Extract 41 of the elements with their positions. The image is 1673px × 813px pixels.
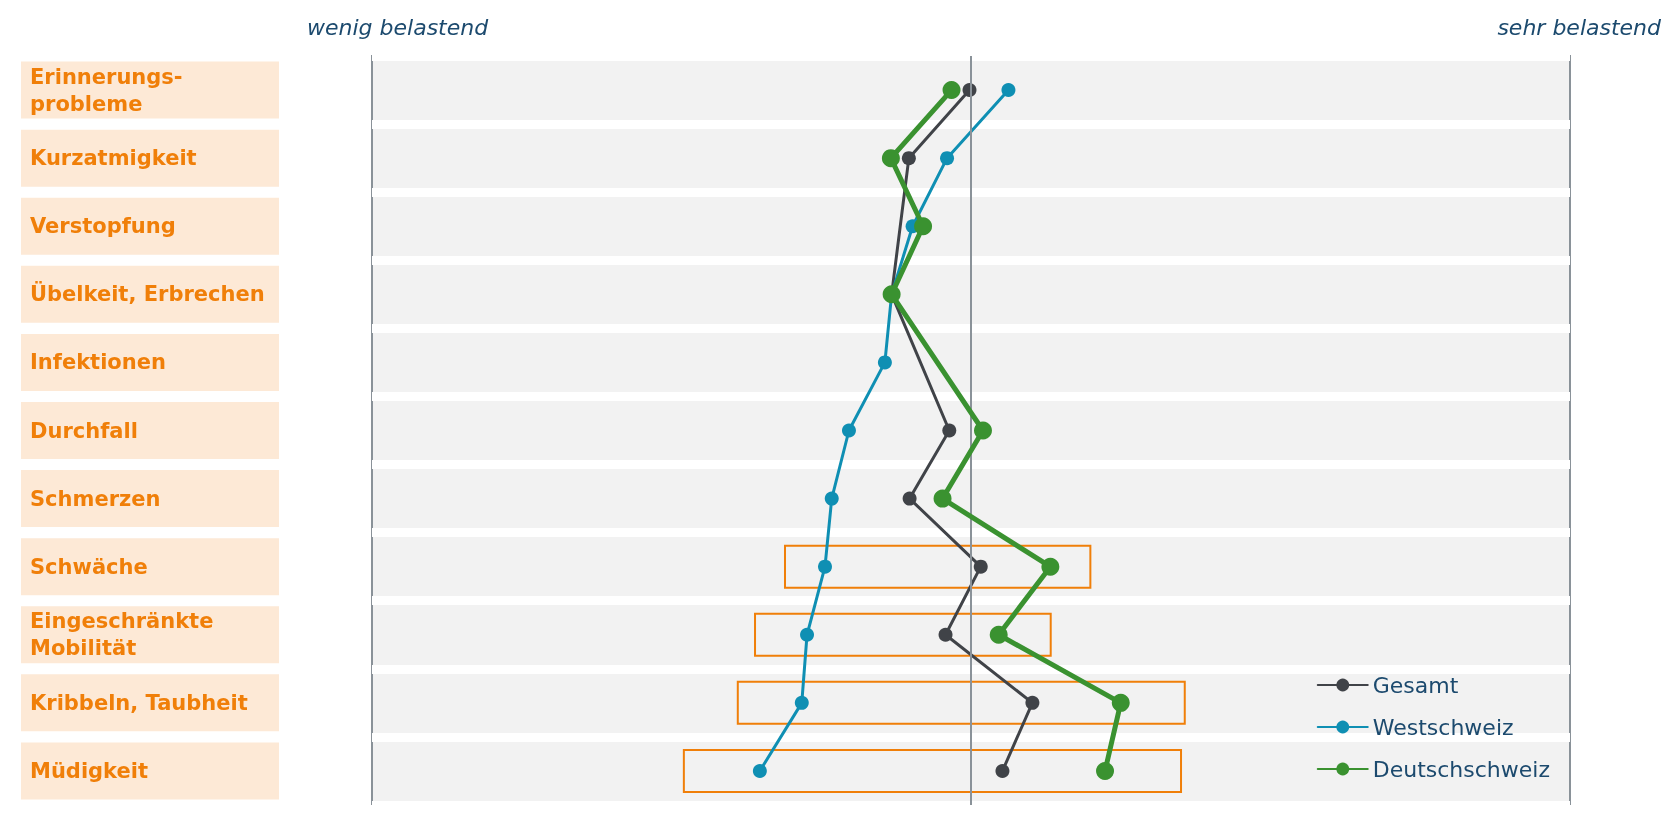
- y-tick-label: Müdigkeit: [30, 758, 148, 783]
- point: [902, 491, 917, 506]
- point: [1096, 761, 1115, 780]
- y-tick-label: Eingeschränkte Mobilität: [30, 609, 221, 661]
- point: [752, 763, 767, 778]
- point: [901, 151, 916, 166]
- point: [1025, 695, 1040, 710]
- point: [1001, 83, 1016, 98]
- point: [877, 355, 892, 370]
- point: [974, 421, 992, 440]
- y-tick-label: Durchfall: [30, 418, 138, 443]
- point: [995, 763, 1010, 778]
- point: [989, 625, 1008, 644]
- point: [973, 559, 988, 574]
- point: [818, 559, 832, 574]
- point: [938, 627, 953, 642]
- point: [881, 149, 900, 168]
- legend-label: Gesamt: [1372, 672, 1459, 698]
- point: [800, 627, 815, 642]
- text: sehr belastend: [1497, 14, 1663, 40]
- point: [914, 217, 933, 236]
- point: [1041, 557, 1060, 576]
- y-tick-label: Kribbeln, Taubheit: [30, 690, 248, 715]
- point: [1111, 693, 1130, 712]
- point: [942, 423, 957, 438]
- point: [824, 491, 839, 506]
- point: [942, 81, 961, 100]
- point: [933, 489, 952, 508]
- y-tick-label: Infektionen: [30, 350, 166, 375]
- y-tick-label: Kurzatmigkeit: [30, 146, 197, 171]
- y-tick-label: Übelkeit, Erbrechen: [30, 281, 265, 307]
- legend-label: Westschweiz: [1372, 714, 1514, 740]
- y-tick-label: Verstopfung: [30, 214, 176, 239]
- y-tick-label: Erinnerungs- probleme: [30, 64, 183, 116]
- point: [940, 151, 955, 166]
- point: [841, 423, 856, 438]
- y-tick-label: Schwäche: [30, 554, 148, 579]
- legend-label: Deutschschweiz: [1372, 756, 1551, 782]
- y-tick-label: Schmerzen: [30, 486, 161, 511]
- text: wenig belastend: [307, 14, 490, 40]
- point: [794, 695, 809, 710]
